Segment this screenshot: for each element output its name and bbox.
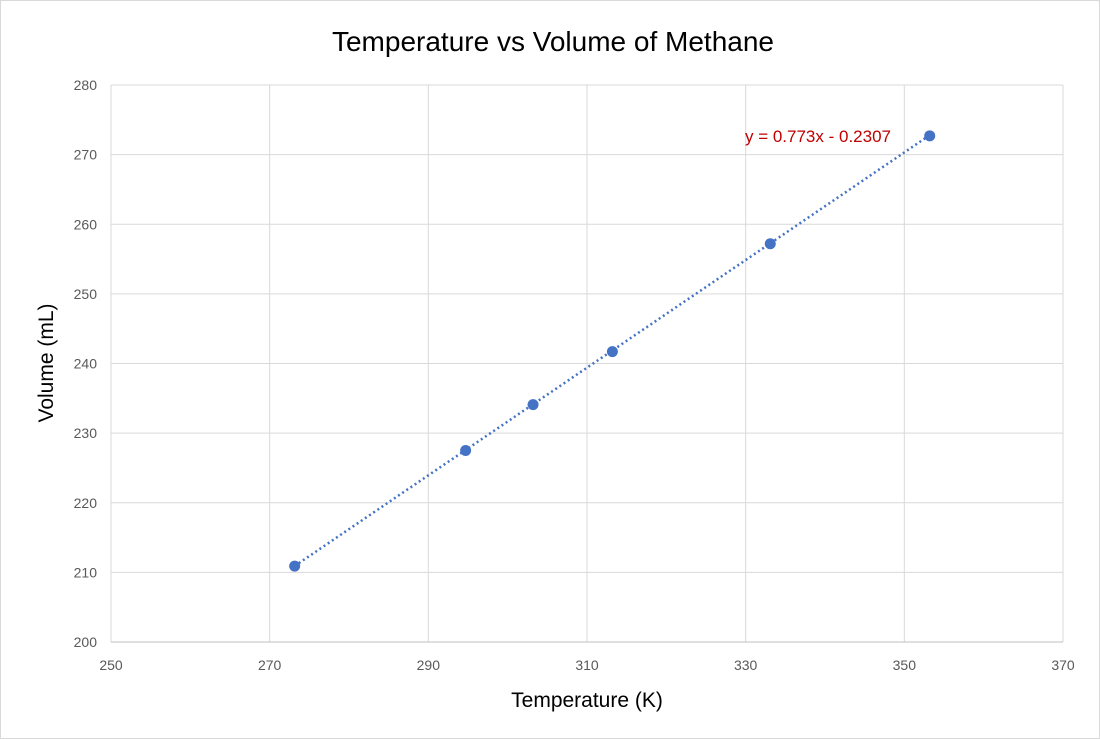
y-tick-label: 200 [74, 634, 98, 650]
chart-title: Temperature vs Volume of Methane [332, 26, 774, 57]
x-tick-label: 270 [258, 657, 282, 673]
data-point [289, 560, 301, 572]
x-axis-title: Temperature (K) [511, 689, 663, 712]
data-point [460, 445, 472, 457]
y-tick-label: 270 [74, 147, 98, 163]
data-point [527, 399, 539, 411]
y-tick-label: 240 [74, 356, 98, 372]
x-tick-label: 290 [417, 657, 441, 673]
x-axis-tick-labels: 250 270 290 310 330 350 370 [99, 657, 1075, 673]
data-point [606, 346, 618, 358]
x-tick-label: 330 [734, 657, 758, 673]
y-tick-label: 220 [74, 495, 98, 511]
data-point [924, 130, 936, 142]
y-axis-tick-labels: 200 210 220 230 240 250 260 270 280 [74, 77, 98, 650]
x-tick-label: 250 [99, 657, 123, 673]
x-tick-label: 370 [1051, 657, 1075, 673]
x-tick-label: 310 [575, 657, 599, 673]
horizontal-gridlines [111, 84, 1063, 643]
data-point [764, 238, 776, 250]
y-axis-title: Volume (mL) [35, 303, 58, 422]
y-tick-label: 280 [74, 77, 98, 93]
x-tick-label: 350 [893, 657, 917, 673]
y-tick-label: 230 [74, 425, 98, 441]
y-tick-label: 250 [74, 286, 98, 302]
data-points [289, 130, 936, 572]
y-tick-label: 210 [74, 564, 98, 580]
y-tick-label: 260 [74, 216, 98, 232]
trendline-equation: y = 0.773x - 0.2307 [745, 127, 891, 146]
